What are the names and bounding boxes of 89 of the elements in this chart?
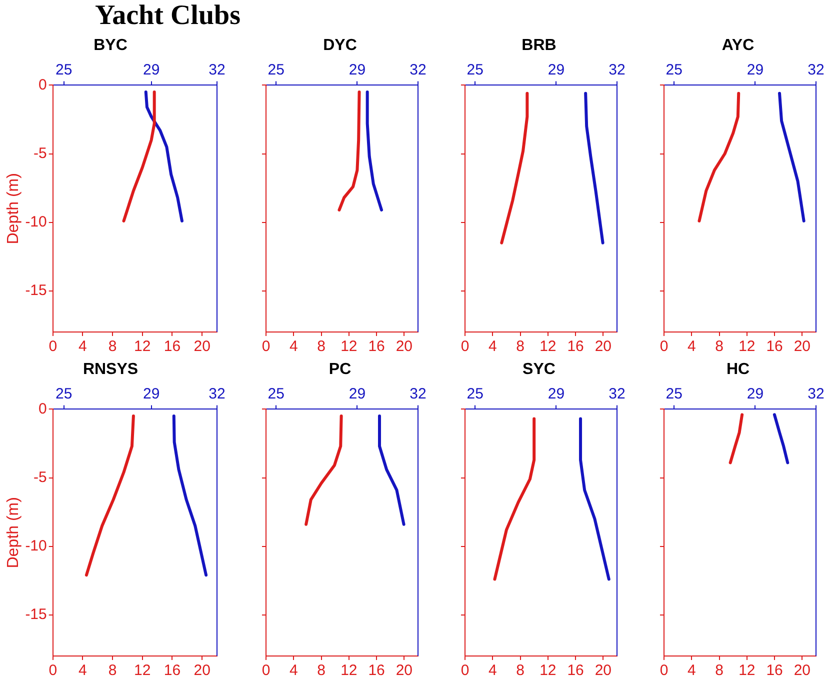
x-tick-label: 8 [317,338,326,356]
x-tick-label: 16 [567,338,584,356]
y-tick-label: 0 [38,76,47,94]
chart-title: HC [726,361,750,378]
x-tick-label: 0 [262,662,270,680]
x-tick-label: 8 [715,662,724,680]
y-tick-label: -15 [25,282,47,300]
x-tick-label: 16 [164,338,181,356]
x2-tick-label: 29 [348,385,366,402]
x-tick-label: 0 [460,662,470,680]
x-tick-label: 8 [108,662,117,680]
x2-tick-label: 32 [608,385,626,402]
chart-title: PC [328,361,352,378]
x-tick-label: 12 [540,662,556,680]
x-tick-label: 16 [766,662,783,680]
x2-tick-label: 29 [143,385,160,402]
x2-tick-label: 32 [410,61,426,78]
x-tick-label: 8 [516,338,524,356]
x-tick-label: 12 [738,338,756,356]
x2-tick-label: 25 [55,61,72,78]
x2-tick-label: 29 [548,385,565,402]
y-tick-label: -5 [34,468,47,486]
x2-tick-label: 25 [268,385,284,402]
x-tick-label: 20 [194,338,210,356]
x-tick-label: 16 [368,662,385,680]
x-tick-label: 4 [488,662,497,680]
x-tick-label: 20 [396,662,413,680]
x-tick-label: 12 [134,662,151,680]
x2-tick-label: 29 [548,61,565,78]
x2-tick-label: 25 [55,385,72,402]
y-tick-label: -10 [25,537,47,554]
y-axis-title: Depth (m) [5,497,22,568]
x-tick-label: 4 [687,662,696,680]
x2-tick-label: 29 [143,61,160,78]
y-axis-title: Depth (m) [5,173,22,244]
x-tick-label: 16 [164,662,181,680]
x-tick-label: 4 [289,662,298,680]
chart-title: RNSYS [82,361,138,378]
x2-tick-label: 25 [268,61,284,78]
chart-title: AYC [722,37,755,54]
x2-tick-label: 25 [466,61,484,78]
x2-tick-label: 25 [666,385,682,402]
x2-tick-label: 29 [746,61,764,78]
x-tick-label: 20 [194,662,210,680]
x-tick-label: 12 [540,338,556,356]
x-tick-label: 8 [108,338,117,356]
chart-title: BYC [94,37,128,54]
x-tick-label: 16 [766,338,783,356]
x-tick-label: 20 [594,662,612,680]
y-tick-label: 0 [38,400,47,418]
text: Yacht Clubs [95,0,240,32]
x-tick-label: 20 [794,338,811,356]
x-tick-label: 4 [488,338,497,356]
x2-tick-label: 29 [348,61,366,78]
x-tick-label: 8 [317,662,326,680]
x-tick-label: 8 [516,662,524,680]
x-tick-label: 16 [567,662,584,680]
x-tick-label: 0 [660,338,668,356]
x2-tick-label: 25 [666,61,682,78]
x-tick-label: 0 [660,662,668,680]
x-tick-label: 0 [460,338,470,356]
x2-tick-label: 32 [808,61,824,78]
chart-title: BRB [522,37,556,54]
x-tick-label: 4 [78,662,87,680]
x-tick-label: 16 [368,338,385,356]
x2-tick-label: 25 [466,385,484,402]
x2-tick-label: 32 [410,385,426,402]
x-tick-label: 20 [594,338,612,356]
chart-title: DYC [323,37,358,54]
x-tick-label: 20 [396,338,413,356]
x2-tick-label: 32 [808,385,824,402]
x2-tick-label: 32 [208,385,226,402]
chart-title: SYC [522,361,556,378]
x-tick-label: 4 [687,338,696,356]
x-tick-label: 12 [340,662,358,680]
y-tick-label: -10 [25,213,47,230]
x2-tick-label: 29 [746,385,764,402]
x-tick-label: 4 [289,338,298,356]
x-tick-label: 0 [262,338,270,356]
x2-tick-label: 32 [208,61,226,78]
x2-tick-label: 32 [608,61,626,78]
y-tick-label: -15 [25,606,47,624]
x-tick-label: 12 [134,338,151,356]
x-tick-label: 4 [78,338,87,356]
x-tick-label: 12 [340,338,358,356]
y-tick-label: -5 [34,144,47,162]
x-tick-label: 8 [715,338,724,356]
x-tick-label: 20 [794,662,811,680]
x-tick-label: 12 [738,662,756,680]
